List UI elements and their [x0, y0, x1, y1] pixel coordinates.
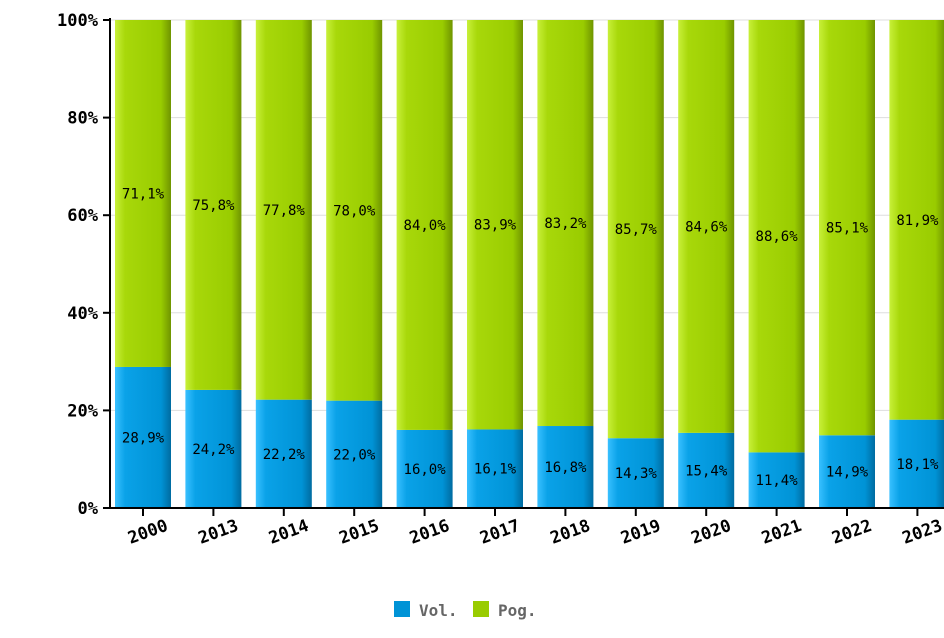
y-tick-label: 40%	[67, 304, 98, 324]
data-label: 16,1%	[474, 462, 517, 478]
bar-vol	[467, 429, 523, 508]
y-tick-label: 60%	[67, 206, 98, 226]
bar-vol	[115, 366, 171, 508]
y-tick-label: 80%	[67, 109, 98, 129]
bar-vol	[889, 419, 944, 508]
data-label: 16,8%	[544, 460, 587, 476]
data-label: 84,0%	[404, 218, 447, 234]
data-label: 75,8%	[192, 198, 235, 214]
bar-pog	[537, 20, 594, 427]
y-tick-label: 20%	[67, 401, 98, 421]
bar-pog	[255, 20, 312, 400]
bar-pog	[819, 20, 875, 436]
x-tick-label: 2022	[829, 516, 874, 549]
data-label: 85,7%	[615, 222, 658, 238]
data-label: 14,3%	[615, 466, 658, 482]
legend-label: Pog.	[498, 601, 537, 620]
data-label: 83,2%	[544, 216, 587, 232]
x-tick-label: 2016	[407, 516, 452, 549]
bar-pog	[185, 20, 242, 390]
data-label: 85,1%	[826, 221, 869, 237]
bar-pog	[467, 20, 523, 430]
x-tick-label: 2019	[618, 516, 663, 549]
bar-vol	[678, 432, 735, 508]
bar-pog	[115, 20, 171, 367]
x-tick-label: 2020	[689, 516, 734, 549]
data-label: 28,9%	[122, 430, 165, 446]
data-label: 71,1%	[122, 186, 165, 202]
x-tick-label: 2018	[548, 516, 593, 549]
data-label: 11,4%	[756, 473, 799, 489]
data-label: 77,8%	[263, 203, 306, 219]
legend-swatch	[394, 601, 410, 617]
bar-pog	[326, 20, 383, 401]
data-label: 15,4%	[685, 463, 728, 479]
bar-vol	[607, 438, 664, 508]
x-tick-label: 2021	[759, 516, 804, 549]
bar-pog	[607, 20, 664, 439]
bar-pog	[678, 20, 735, 433]
legend-swatch	[473, 601, 489, 617]
data-label: 88,6%	[756, 229, 799, 245]
bar-vol	[255, 399, 312, 508]
y-tick-label: 100%	[57, 11, 99, 31]
data-label: 18,1%	[896, 457, 939, 473]
data-label: 24,2%	[192, 442, 235, 458]
data-label: 22,0%	[333, 447, 376, 463]
data-label: 83,9%	[474, 218, 517, 234]
bar-vol	[396, 429, 453, 508]
x-tick-label: 2014	[266, 516, 311, 549]
bar-vol	[537, 426, 594, 508]
bar-vol	[748, 452, 805, 508]
bar-vol	[326, 400, 383, 508]
x-tick-label: 2023	[900, 516, 944, 549]
bar-vol	[185, 389, 242, 508]
data-label: 14,9%	[826, 465, 869, 481]
data-label: 84,6%	[685, 219, 728, 235]
x-tick-label: 2017	[477, 516, 522, 549]
data-label: 81,9%	[896, 213, 939, 229]
x-tick-label: 2015	[337, 516, 382, 549]
y-tick-label: 0%	[78, 499, 99, 519]
x-tick-label: 2000	[125, 516, 170, 549]
bar-pog	[748, 20, 805, 453]
data-label: 78,0%	[333, 203, 376, 219]
data-label: 22,2%	[263, 447, 306, 463]
bar-vol	[819, 435, 875, 508]
legend-label: Vol.	[419, 601, 458, 620]
data-label: 16,0%	[404, 462, 447, 478]
bar-pog	[889, 20, 944, 420]
bar-pog	[396, 20, 453, 430]
x-tick-label: 2013	[196, 516, 241, 549]
